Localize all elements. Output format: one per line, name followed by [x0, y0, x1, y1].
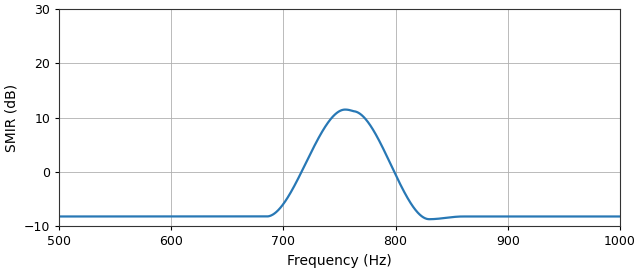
Y-axis label: SMIR (dB): SMIR (dB)	[4, 84, 18, 152]
X-axis label: Frequency (Hz): Frequency (Hz)	[287, 254, 392, 268]
